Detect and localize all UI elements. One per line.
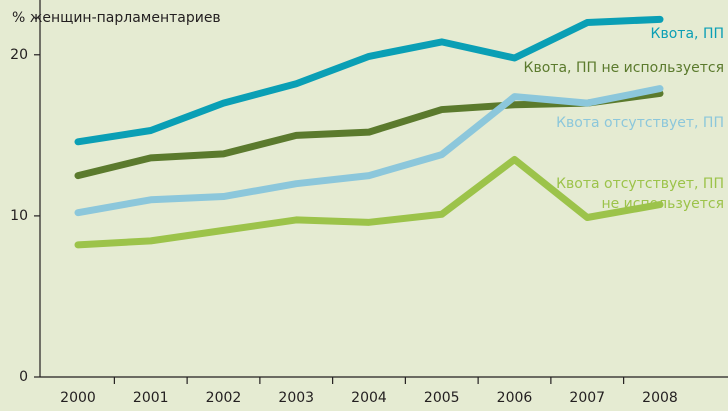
x-tick-label: 2004 <box>351 390 387 406</box>
x-tick-label: 2005 <box>424 390 460 406</box>
x-tick-label: 2008 <box>642 390 678 406</box>
series-line <box>74 85 664 217</box>
y-tick-label: 10 <box>10 208 28 224</box>
x-tick-label: 2007 <box>569 390 605 406</box>
x-tick-label: 2000 <box>60 390 96 406</box>
series-line <box>74 89 664 180</box>
x-tick-label: 2002 <box>206 390 242 406</box>
y-tick-label: 20 <box>10 47 28 63</box>
x-tick-label: 2006 <box>497 390 533 406</box>
y-tick-label: 0 <box>19 369 28 385</box>
series-label: Квота, ПП <box>650 26 724 42</box>
series-label: Квота отсутствует, ПП не используется <box>556 176 724 212</box>
x-tick-label: 2001 <box>133 390 169 406</box>
series-label: Квота, ПП не используется <box>523 60 724 76</box>
series-line <box>74 15 664 146</box>
x-tick-label: 2003 <box>278 390 314 406</box>
y-axis-title: % женщин-парламентариев <box>12 10 221 26</box>
series-label: Квота отсутствует, ПП <box>556 115 724 131</box>
series-line <box>74 156 664 249</box>
